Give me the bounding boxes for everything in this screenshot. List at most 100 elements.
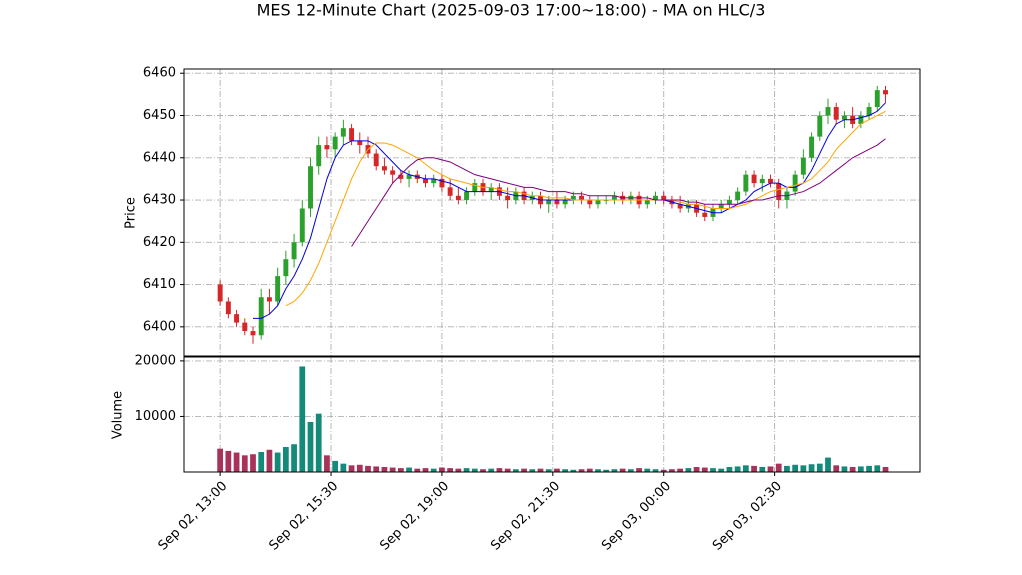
volume-bar <box>373 466 380 472</box>
candle-body <box>340 128 346 137</box>
candle-body <box>554 200 560 205</box>
candle-body <box>398 174 404 179</box>
volume-bar <box>882 467 889 472</box>
y-axis-label: Price <box>124 197 139 229</box>
candle-body <box>242 322 248 332</box>
candle-body <box>858 115 864 124</box>
y-tick-label: 20000 <box>135 353 176 368</box>
volume-bar <box>447 468 454 472</box>
candle-body <box>373 153 379 167</box>
volume-bar <box>784 465 790 472</box>
volume-bar <box>562 469 569 472</box>
candle-body <box>677 204 683 209</box>
candle-body <box>726 200 732 205</box>
volume-bar <box>775 463 782 472</box>
volume-bar <box>258 452 265 472</box>
candle-body <box>390 170 396 175</box>
volume-bar <box>537 468 544 472</box>
candle-body <box>768 178 773 184</box>
y-tick-label: 6410 <box>143 277 176 292</box>
candle-body <box>381 166 387 171</box>
volume-bar <box>586 468 593 472</box>
candle-body <box>776 183 782 201</box>
volume-bar <box>742 465 749 472</box>
candle-body <box>562 200 568 205</box>
volume-bar <box>619 468 626 472</box>
volume-bar <box>644 468 651 472</box>
candle-body <box>718 204 724 209</box>
x-tick-label: Sep 02, 19:00 <box>377 479 452 554</box>
volume-bar <box>857 466 864 472</box>
x-tick-label: Sep 02, 15:30 <box>266 479 341 554</box>
candle-body <box>283 259 289 277</box>
volume-bar <box>463 468 470 472</box>
volume-bar <box>759 467 766 472</box>
volume-bar <box>849 467 856 472</box>
volume-bar <box>225 450 232 472</box>
candle-body <box>743 174 749 192</box>
candle-body <box>751 174 757 184</box>
volume-bar <box>792 464 799 472</box>
y-tick-label: 6440 <box>143 150 176 165</box>
volume-bar <box>250 454 256 472</box>
volume-bar <box>652 469 659 472</box>
volume-bar <box>496 468 503 472</box>
candle-body <box>332 136 338 150</box>
ma-line <box>253 102 886 319</box>
y-tick-label: 6400 <box>143 319 176 334</box>
candle-body <box>505 195 511 201</box>
volume-bar <box>266 449 273 472</box>
candle-body <box>833 107 839 120</box>
y-tick-label: 10000 <box>135 409 176 424</box>
volume-bar <box>603 469 610 472</box>
candle-body <box>275 276 281 302</box>
candle-body <box>316 145 322 167</box>
volume-bar <box>422 468 429 472</box>
candle-body <box>464 191 470 201</box>
volume-bar <box>389 467 396 472</box>
y-tick-label: 6450 <box>143 108 176 123</box>
x-tick-label: Sep 03, 02:30 <box>710 479 785 554</box>
volume-bar <box>397 468 404 472</box>
volume-bar <box>866 465 872 472</box>
volume-bar <box>381 467 388 472</box>
volume-bar <box>611 469 618 472</box>
candle-body <box>308 166 313 209</box>
candle-body <box>357 140 363 146</box>
candle-body <box>841 115 847 120</box>
volume-bar <box>833 465 840 472</box>
candle-body <box>809 136 815 158</box>
candle-body <box>324 145 330 150</box>
volume-bar <box>455 468 462 472</box>
x-tick-label: Sep 03, 00:00 <box>599 479 674 554</box>
volume-bar <box>356 464 363 472</box>
plot-frame <box>183 356 921 473</box>
volume-bar <box>406 467 412 472</box>
volume-bar <box>439 467 445 472</box>
candle-body <box>488 187 494 192</box>
candle-body <box>792 174 798 192</box>
candle-body <box>472 183 478 192</box>
candle-body <box>825 107 831 116</box>
volume-bar <box>315 413 322 472</box>
volume-bar <box>521 468 527 472</box>
volume-bar <box>233 452 240 472</box>
volume-bar <box>414 468 421 472</box>
volume-bar <box>554 468 560 472</box>
candle-body <box>250 331 256 336</box>
x-tick-label: Sep 02, 13:00 <box>156 479 231 554</box>
volume-bar <box>504 468 511 472</box>
volume-bar <box>332 460 339 472</box>
volume-bar <box>701 467 708 472</box>
volume-bar <box>751 465 757 472</box>
volume-bar <box>578 469 585 472</box>
volume-bar <box>488 468 495 472</box>
candle-body <box>579 195 585 201</box>
volume-bar <box>825 457 831 472</box>
plot-frame <box>183 68 921 357</box>
candle-body <box>447 187 453 196</box>
volume-bar <box>307 422 314 472</box>
volume-bar <box>767 466 774 472</box>
candle-body <box>883 90 888 95</box>
